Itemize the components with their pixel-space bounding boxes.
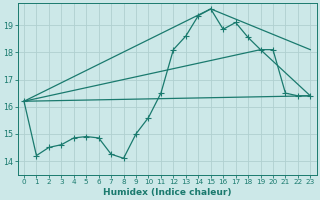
X-axis label: Humidex (Indice chaleur): Humidex (Indice chaleur) — [103, 188, 231, 197]
